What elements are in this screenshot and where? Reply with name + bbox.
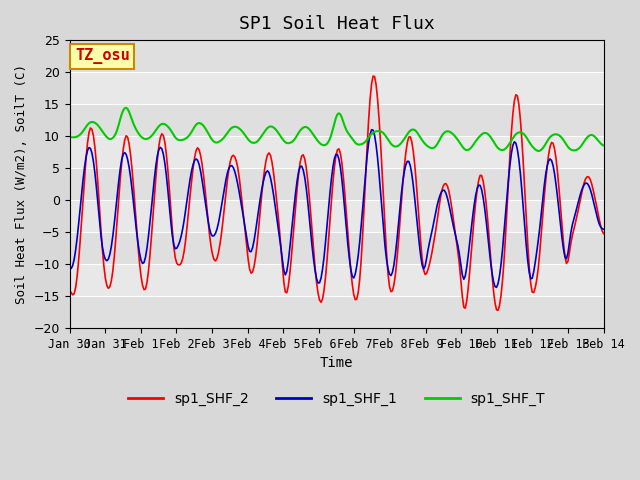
sp1_SHF_T [301, 124, 308, 130]
sp1_SHF_2 [300, 152, 307, 158]
sp1_SHF_T [253, 139, 261, 144]
X-axis label: Time: Time [320, 356, 353, 370]
sp1_SHF_1 [131, 216, 139, 221]
sp1_SHF_T [573, 147, 580, 153]
sp1_SHF_2 [494, 308, 502, 313]
sp1_SHF_1 [573, 205, 580, 211]
sp1_SHF_1 [243, 235, 250, 241]
sp1_SHF_T [66, 134, 74, 140]
sp1_SHF_1 [300, 167, 307, 173]
sp1_SHF_T [534, 148, 542, 154]
Text: TZ_osu: TZ_osu [75, 48, 130, 64]
sp1_SHF_2 [600, 231, 607, 237]
sp1_SHF_2 [131, 204, 139, 210]
sp1_SHF_2 [573, 214, 580, 219]
sp1_SHF_1 [225, 166, 233, 171]
Legend: sp1_SHF_2, sp1_SHF_1, sp1_SHF_T: sp1_SHF_2, sp1_SHF_1, sp1_SHF_T [122, 386, 551, 412]
sp1_SHF_T [244, 136, 252, 142]
sp1_SHF_T [122, 105, 130, 111]
sp1_SHF_T [132, 127, 140, 133]
Bar [70, 104, 604, 136]
Bar [70, 168, 604, 200]
sp1_SHF_1 [66, 266, 74, 272]
sp1_SHF_2 [243, 243, 250, 249]
sp1_SHF_1 [600, 227, 607, 232]
sp1_SHF_2 [369, 73, 377, 79]
sp1_SHF_2 [252, 254, 259, 260]
Bar [70, 232, 604, 264]
sp1_SHF_T [600, 143, 607, 148]
sp1_SHF_1 [493, 285, 500, 290]
sp1_SHF_1 [252, 228, 259, 234]
Line: sp1_SHF_1: sp1_SHF_1 [70, 130, 604, 288]
Line: sp1_SHF_T: sp1_SHF_T [70, 108, 604, 151]
sp1_SHF_2 [225, 167, 233, 172]
Bar [70, 296, 604, 328]
Line: sp1_SHF_2: sp1_SHF_2 [70, 76, 604, 311]
Bar [70, 40, 604, 72]
sp1_SHF_2 [66, 287, 74, 293]
Title: SP1 Soil Heat Flux: SP1 Soil Heat Flux [239, 15, 435, 33]
sp1_SHF_T [227, 126, 234, 132]
Y-axis label: Soil Heat Flux (W/m2), SoilT (C): Soil Heat Flux (W/m2), SoilT (C) [15, 64, 28, 304]
sp1_SHF_1 [368, 127, 376, 132]
